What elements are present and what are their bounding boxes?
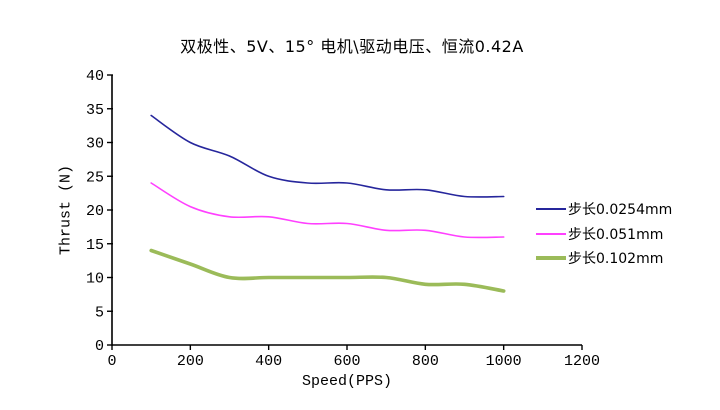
legend-line-sample-1 (536, 232, 566, 235)
y-tick-label: 15 (86, 237, 104, 254)
x-tick-label: 0 (107, 353, 116, 370)
y-tick-label: 20 (86, 203, 104, 220)
legend-item-series-1: 步长0.051mm (536, 222, 672, 247)
y-tick-label: 10 (86, 271, 104, 288)
y-tick-label: 40 (86, 68, 104, 85)
legend: 步长0.0254mm 步长0.051mm 步长0.102mm (536, 197, 672, 271)
y-axis-label: Thrust (N) (57, 164, 75, 256)
x-tick-label: 1200 (564, 353, 600, 370)
x-tick-label: 400 (255, 353, 282, 370)
y-tick-label: 25 (86, 169, 104, 186)
legend-item-series-2: 步长0.102mm (536, 246, 672, 271)
y-tick-label: 5 (95, 304, 104, 321)
x-axis-label: Speed(PPS) (301, 373, 393, 390)
y-tick-label: 30 (86, 136, 104, 153)
legend-item-series-0: 步长0.0254mm (536, 197, 672, 222)
chart-title: 双极性、5V、15° 电机\驱动电压、恒流0.42A (180, 37, 524, 56)
series-line-0 (150, 114, 505, 198)
y-tick-label: 35 (86, 102, 104, 119)
x-tick-label: 800 (412, 353, 439, 370)
legend-label-1: 步长0.051mm (568, 226, 664, 243)
axes (111, 75, 582, 346)
legend-line-sample-2 (536, 256, 566, 261)
x-tick-label: 1000 (486, 353, 522, 370)
legend-label-2: 步长0.102mm (568, 251, 664, 268)
legend-line-sample-0 (536, 208, 566, 211)
x-tick-label: 600 (333, 353, 360, 370)
series-line-1 (150, 182, 505, 239)
y-tick-label: 0 (95, 338, 104, 355)
series-line-2 (149, 248, 506, 293)
legend-label-0: 步长0.0254mm (568, 202, 673, 219)
x-tick-label: 200 (177, 353, 204, 370)
